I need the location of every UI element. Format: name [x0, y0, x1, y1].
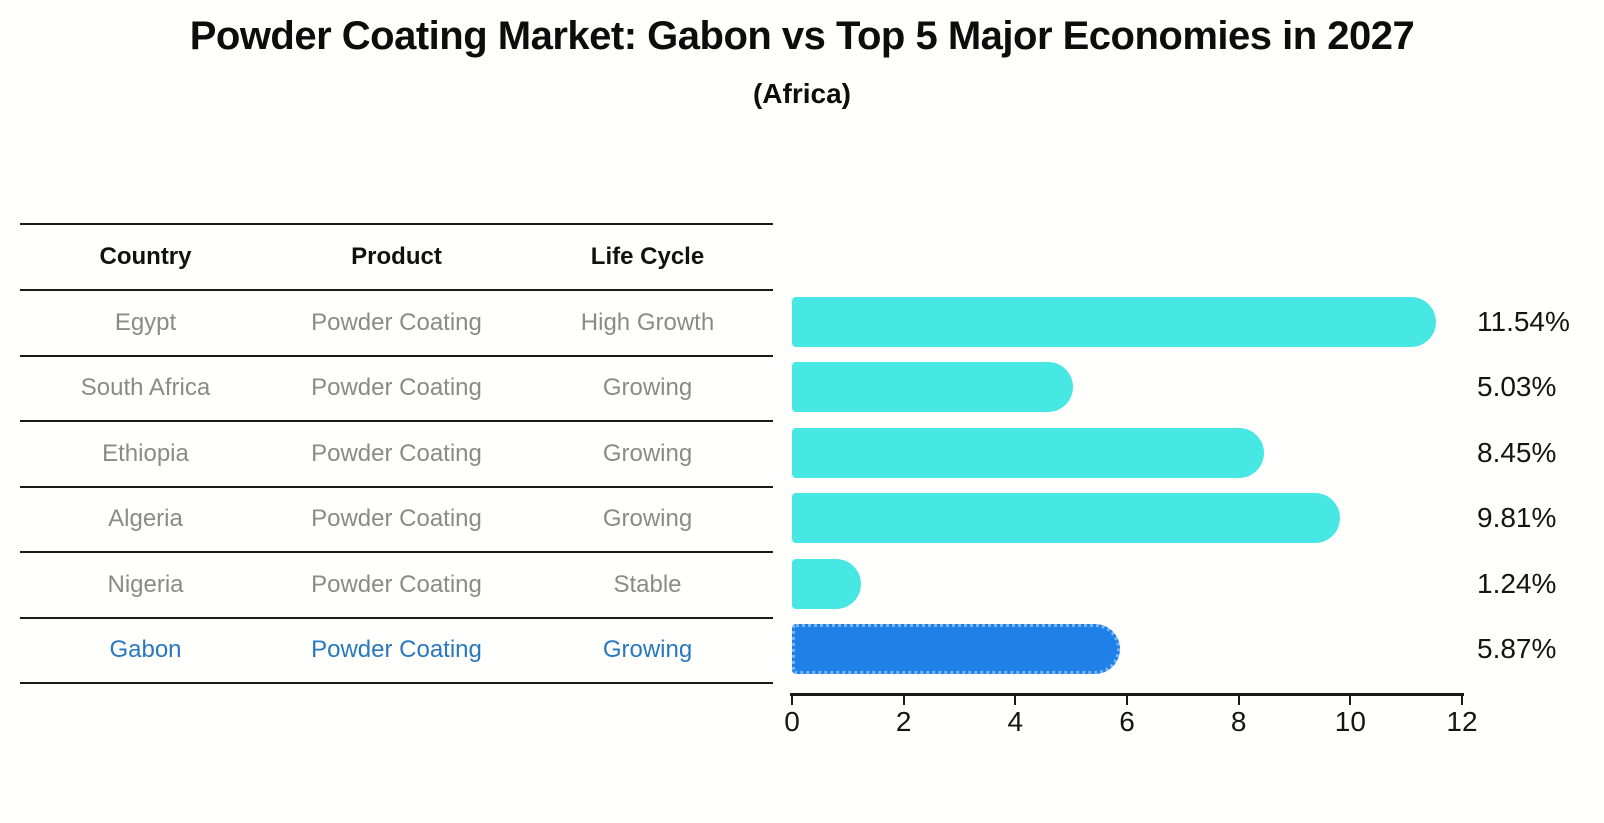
bar-egypt	[792, 296, 1437, 347]
cell-country-nigeria: Nigeria	[107, 570, 184, 598]
cell-product-gabon: Powder Coating	[311, 636, 482, 664]
value-label-egypt: 11.54%	[1477, 305, 1570, 337]
x-tick-12	[1461, 696, 1463, 705]
x-tick-8	[1237, 696, 1240, 705]
value-label-nigeria: 1.24%	[1477, 567, 1557, 599]
x-tick-label-2: 2	[895, 706, 912, 737]
cell-life-cycle-algeria: Growing	[602, 505, 693, 533]
country-table: Country Product Life Cycle Egypt Powder Coat…	[20, 223, 773, 684]
table-row-ethiopia: Ethiopia Powder Coating Growing	[20, 422, 773, 488]
column-header-product: Product	[351, 243, 442, 270]
cell-country-algeria: Algeria	[108, 505, 183, 533]
cell-life-cycle-egypt: High Growth	[580, 308, 715, 336]
x-tick-label-4: 4	[1007, 706, 1024, 737]
value-label-ethiopia: 8.45%	[1477, 436, 1557, 468]
bar-ethiopia	[792, 427, 1264, 478]
x-tick-label-10: 10	[1334, 706, 1366, 737]
bar-gabon	[792, 624, 1120, 675]
cell-product-ethiopia: Powder Coating	[311, 439, 482, 467]
table-header-row: Country Product Life Cycle	[20, 225, 773, 291]
cell-product-algeria: Powder Coating	[311, 505, 482, 533]
cell-life-cycle-ethiopia: Growing	[602, 439, 693, 467]
cell-product-egypt: Powder Coating	[311, 308, 482, 336]
cell-life-cycle-nigeria: Stable	[613, 570, 682, 598]
cell-product-nigeria: Powder Coating	[311, 570, 482, 598]
column-header-life-cycle: Life Cycle	[590, 243, 705, 270]
bar-nigeria	[792, 558, 862, 609]
x-tick-label-12: 12	[1446, 706, 1478, 737]
x-tick-4	[1014, 696, 1017, 705]
bar-algeria	[792, 493, 1340, 544]
value-label-algeria: 9.81%	[1477, 502, 1557, 534]
cell-country-gabon: Gabon	[109, 636, 182, 664]
x-tick-label-8: 8	[1230, 706, 1247, 737]
x-tick-label-0: 0	[784, 706, 800, 737]
cell-life-cycle-south-africa: Growing	[602, 374, 693, 402]
cell-country-south-africa: South Africa	[80, 374, 211, 402]
x-tick-0	[791, 696, 793, 705]
table-row-nigeria: Nigeria Powder Coating Stable	[20, 553, 773, 619]
chart-subtitle: (Africa)	[752, 78, 851, 109]
table-row-gabon: Gabon Powder Coating Growing	[20, 619, 773, 684]
table-row-algeria: Algeria Powder Coating Growing	[20, 488, 773, 553]
table-row-south-africa: South Africa Powder Coating Growing	[20, 357, 773, 422]
chart-title: Powder Coating Market: Gabon vs Top 5 Ma…	[189, 14, 1415, 58]
x-tick-6	[1126, 696, 1128, 705]
cell-country-egypt: Egypt	[114, 308, 177, 336]
column-header-country: Country	[99, 243, 192, 270]
x-tick-10	[1349, 696, 1352, 705]
cell-life-cycle-gabon: Growing	[602, 636, 693, 664]
x-axis-line	[790, 693, 1464, 696]
x-tick-2	[902, 696, 905, 705]
cell-country-ethiopia: Ethiopia	[102, 439, 189, 467]
value-label-gabon: 5.87%	[1477, 633, 1557, 665]
bar-south-africa	[792, 362, 1073, 413]
cell-product-south-africa: Powder Coating	[311, 374, 482, 402]
table-row-egypt: Egypt Powder Coating High Growth	[20, 291, 773, 357]
value-label-south-africa: 5.03%	[1477, 371, 1557, 403]
x-tick-label-6: 6	[1119, 706, 1135, 737]
